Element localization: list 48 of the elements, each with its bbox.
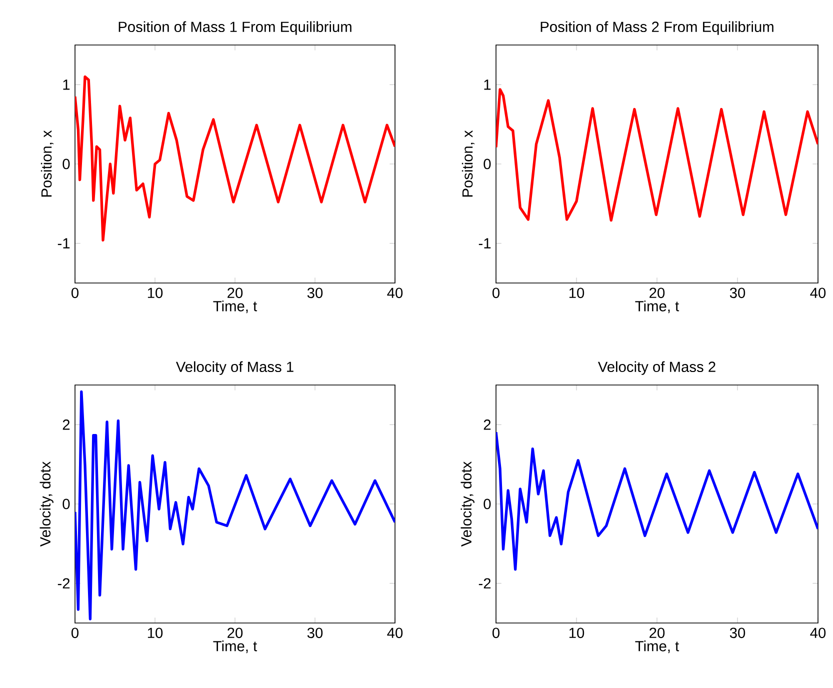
- chart-title: Velocity of Mass 2: [598, 361, 716, 375]
- x-axis-title: Time, t: [635, 640, 680, 654]
- line-series: [75, 390, 395, 620]
- x-tick-label: 10: [148, 628, 163, 638]
- y-axis-title: Velocity, dotx: [460, 461, 474, 547]
- y-tick-label: 2: [62, 420, 70, 430]
- x-axis-title: Time, t: [213, 300, 258, 314]
- x-tick-label: 20: [228, 288, 243, 298]
- y-tick-label: -1: [58, 238, 70, 248]
- x-tick-label: 30: [307, 628, 323, 638]
- x-tick-label: 40: [387, 628, 403, 638]
- x-tick-label: 10: [569, 288, 584, 298]
- y-tick-label: 1: [63, 80, 70, 90]
- x-tick-label: 0: [71, 288, 78, 298]
- x-tick-label: 0: [492, 628, 500, 638]
- chart-title: Velocity of Mass 1: [176, 361, 294, 375]
- x-axis-title: Time, t: [635, 300, 680, 314]
- y-tick-label: -1: [478, 238, 491, 248]
- y-tick-label: 2: [484, 420, 491, 430]
- x-tick-label: 30: [730, 288, 746, 298]
- y-tick-label: -2: [478, 578, 491, 588]
- x-tick-label: 40: [810, 628, 826, 638]
- line-series: [75, 75, 395, 242]
- chart-title: Position of Mass 1 From Equilibrium: [118, 21, 352, 35]
- x-tick-label: 20: [650, 628, 665, 638]
- x-tick-label: 10: [569, 628, 584, 638]
- y-axis-title: Position, x: [462, 130, 474, 197]
- x-tick-label: 10: [148, 288, 163, 298]
- y-tick-label: -2: [58, 578, 70, 588]
- y-tick-label: 0: [484, 498, 491, 510]
- x-tick-label: 0: [71, 628, 78, 638]
- y-axis-title: Position, x: [40, 130, 54, 197]
- y-tick-label: 0: [484, 158, 491, 170]
- x-tick-label: 20: [650, 288, 665, 298]
- x-tick-label: 20: [228, 628, 243, 638]
- x-tick-label: 30: [730, 628, 746, 638]
- y-tick-label: 0: [62, 498, 70, 510]
- y-tick-label: 1: [484, 80, 491, 90]
- chart-title: Position of Mass 2 From Equilibrium: [540, 21, 774, 35]
- line-series: [496, 430, 818, 571]
- x-tick-label: 0: [492, 288, 500, 298]
- y-axis-title: Velocity, dotx: [40, 461, 54, 547]
- x-tick-label: 40: [387, 288, 403, 298]
- x-tick-label: 40: [810, 288, 826, 298]
- x-tick-label: 30: [307, 288, 323, 298]
- x-axis-title: Time, t: [213, 640, 258, 654]
- line-series: [496, 88, 818, 222]
- y-tick-label: 0: [62, 158, 70, 170]
